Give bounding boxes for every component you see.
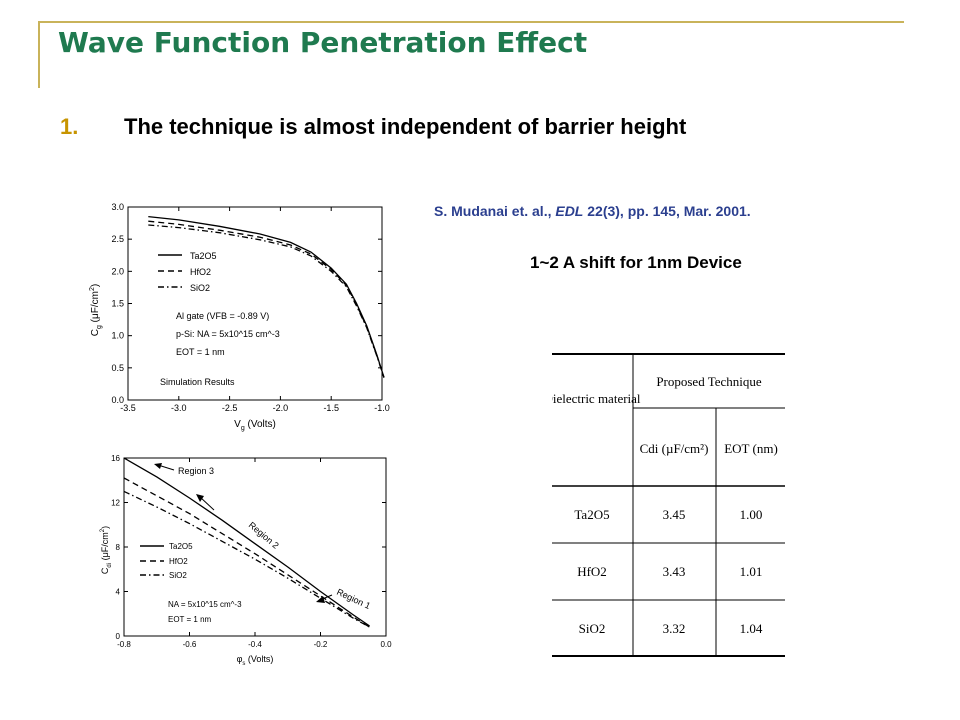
cv-ylabel: Cg (μF/cm2)	[89, 284, 103, 336]
citation-authors: S. Mudanai et. al.,	[434, 203, 556, 219]
bullet-point: 1. The technique is almost independent of…	[60, 114, 686, 140]
y-tick-label: 4	[116, 588, 121, 597]
y-tick-label: 2.5	[111, 234, 124, 244]
results-table: Dielectric material Proposed Technique C…	[552, 353, 785, 657]
phi-param-doping: NA = 5x10^15 cm^-3	[168, 600, 242, 609]
cv-param-eot: EOT = 1 nm	[176, 347, 225, 357]
table-header-cdi: Cdi (µF/cm²)	[640, 441, 709, 456]
x-tick-label: -0.8	[117, 640, 131, 649]
x-tick-label: -1.5	[323, 403, 339, 413]
bullet-number: 1.	[60, 114, 79, 139]
region-3-label: Region 3	[178, 466, 214, 476]
phi-ylabel: Cdi (μF/cm2)	[100, 526, 113, 574]
y-tick-label: 3.0	[111, 202, 124, 212]
phi-legend: Ta2O5 HfO2 SiO2	[140, 542, 193, 580]
phi-param-eot: EOT = 1 nm	[168, 615, 212, 624]
series-line-sio2	[148, 224, 385, 378]
table-cell-material: Ta2O5	[574, 507, 609, 522]
title-rule-left	[38, 21, 40, 88]
cv-plot-frame	[127, 206, 383, 401]
citation-details: 22(3), pp. 145, Mar. 2001.	[583, 203, 751, 219]
legend-label-ta2o5: Ta2O5	[190, 251, 217, 261]
x-tick-label: -3.0	[171, 403, 187, 413]
series-line-ta2o5	[123, 457, 370, 627]
y-tick-label: 1.5	[111, 299, 124, 309]
table-cell-cdi: 3.43	[663, 564, 686, 579]
phi-plot-frame	[123, 457, 387, 637]
table-header-proposed: Proposed Technique	[656, 374, 762, 389]
citation-journal: EDL	[555, 203, 584, 219]
x-tick-label: -0.2	[314, 640, 328, 649]
table-cell-eot: 1.01	[740, 564, 763, 579]
table-header-dielectric: Dielectric material	[552, 391, 641, 406]
y-tick-label: 16	[111, 454, 120, 463]
table-cell-cdi: 3.45	[663, 507, 686, 522]
cv-note: Simulation Results	[160, 377, 235, 387]
table-cell-eot: 1.00	[740, 507, 763, 522]
cv-param-doping: p-Si: NA = 5x10^15 cm^-3	[176, 329, 280, 339]
legend-label-sio2: SiO2	[190, 283, 210, 293]
y-tick-label: 0	[116, 632, 121, 641]
shift-note: 1~2 A shift for 1nm Device	[530, 253, 742, 272]
y-tick-label: 8	[116, 543, 121, 552]
table-cell-eot: 1.04	[740, 621, 763, 636]
y-tick-label: 1.0	[111, 331, 124, 341]
legend-label-hfo2: HfO2	[190, 267, 211, 277]
region-1-label: Region 1	[335, 587, 372, 611]
table-cell-material: HfO2	[577, 564, 607, 579]
region-2-label: Region 2	[247, 520, 281, 551]
region-3-annotation: Region 3	[154, 463, 214, 476]
table-header-eot: EOT (nm)	[724, 441, 778, 456]
bullet-text: The technique is almost independent of b…	[124, 114, 687, 139]
cv-chart: -3.5 -3.0 -2.5 -2.0 -1.5 -1.0 0.0 0.5 1.0 1.5 2.0 2…	[89, 202, 390, 432]
citation: S. Mudanai et. al., EDL 22(3), pp. 145, …	[434, 203, 751, 219]
region-2-annotation: Region 2	[196, 494, 281, 551]
y-tick-label: 12	[111, 499, 120, 508]
legend-label-sio2: SiO2	[169, 571, 187, 580]
cv-legend: Ta2O5 HfO2 SiO2	[158, 251, 217, 293]
y-tick-label: 0.0	[111, 395, 124, 405]
phi-chart: -0.8 -0.6 -0.4 -0.2 0.0 0 4 8 12 16 Ta2O5 HfO2 Si…	[100, 454, 392, 667]
x-tick-label: -3.5	[120, 403, 136, 413]
x-tick-label: -2.0	[273, 403, 289, 413]
phi-xlabel: φs (Volts)	[237, 654, 274, 667]
series-line-sio2	[123, 490, 370, 628]
series-line-hfo2	[148, 220, 385, 378]
cv-xlabel: Vg (Volts)	[234, 419, 276, 432]
legend-label-hfo2: HfO2	[169, 557, 188, 566]
title-rule-top	[38, 21, 904, 23]
x-tick-label: -0.4	[248, 640, 262, 649]
x-tick-label: -2.5	[222, 403, 238, 413]
x-tick-label: -1.0	[374, 403, 390, 413]
table-cell-cdi: 3.32	[663, 621, 686, 636]
table-cell-material: SiO2	[579, 621, 606, 636]
legend-label-ta2o5: Ta2O5	[169, 542, 193, 551]
slide-title: Wave Function Penetration Effect	[58, 26, 588, 59]
y-tick-label: 2.0	[111, 266, 124, 276]
cv-param-gate: Al gate (VFB = -0.89 V)	[176, 311, 269, 321]
x-tick-label: 0.0	[380, 640, 392, 649]
x-tick-label: -0.6	[183, 640, 197, 649]
y-tick-label: 0.5	[111, 363, 124, 373]
series-line-hfo2	[123, 477, 370, 628]
